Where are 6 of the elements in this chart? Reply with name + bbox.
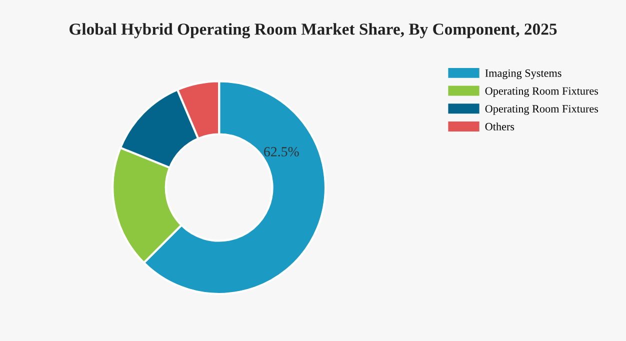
legend-label: Operating Room Fixtures [485, 105, 598, 115]
legend-label: Others [485, 122, 514, 130]
chart-title: Global Hybrid Operating Room Market Share, By Component, 2025 [70, 23, 557, 38]
legend-label: Imaging Systems [485, 69, 562, 80]
legend-label: Operating Room Fixtures [485, 87, 598, 97]
data-label: 62.5% [264, 147, 299, 156]
